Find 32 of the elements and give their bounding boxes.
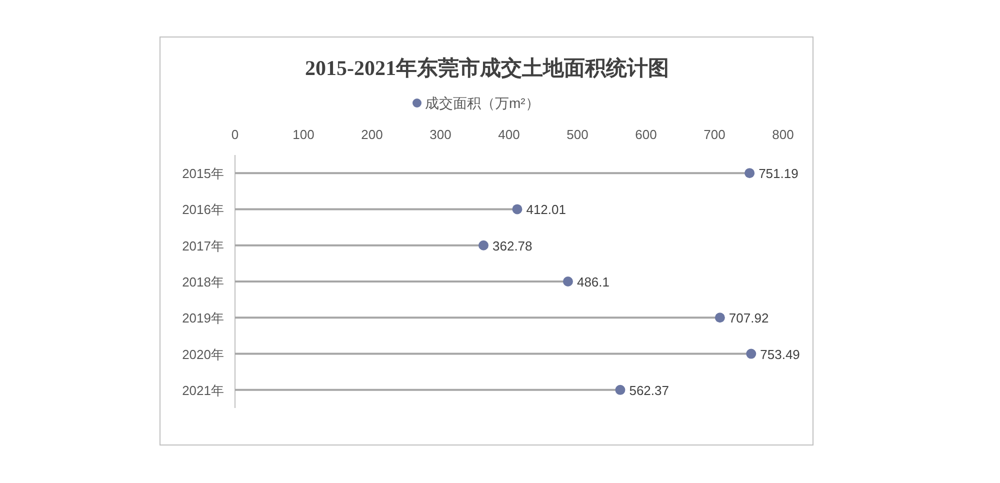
data-label: 362.78: [492, 238, 532, 254]
x-tick-label: 600: [635, 127, 657, 142]
data-label: 562.37: [629, 382, 669, 398]
y-tick-label: 2017年: [182, 238, 224, 254]
x-tick-label: 300: [430, 127, 452, 142]
data-label: 486.1: [576, 274, 610, 290]
point: [562, 276, 573, 286]
y-tick-label: 2019年: [182, 310, 224, 326]
point: [714, 312, 725, 323]
x-tick-label: 0: [231, 127, 239, 142]
point: [512, 204, 522, 214]
x-tick-label: 100: [292, 127, 314, 142]
point: [746, 348, 756, 359]
x-tick-label: 200: [361, 127, 383, 142]
x-tick-label: 400: [498, 127, 520, 142]
x-tick-label: 500: [566, 127, 588, 142]
point: [744, 168, 755, 178]
y-tick-label: 2018年: [182, 274, 224, 290]
x-tick-label: 700: [704, 127, 726, 142]
x-tick-label: 800: [772, 127, 794, 142]
point: [615, 384, 626, 395]
chart-title: 2015-2021年东莞市成交土地面积统计图: [305, 56, 669, 80]
data-label: 412.01: [526, 202, 566, 218]
legend-label: 成交面积（万m²）: [425, 95, 540, 111]
y-tick-label: 2021年: [182, 382, 224, 398]
data-label: 707.92: [728, 310, 769, 326]
y-tick-label: 2020年: [182, 346, 224, 362]
y-tick-label: 2016年: [182, 202, 224, 218]
data-label: 753.49: [760, 346, 800, 362]
data-label: 751.19: [758, 166, 798, 182]
point: [478, 240, 489, 250]
y-tick-label: 2015年: [182, 166, 224, 182]
